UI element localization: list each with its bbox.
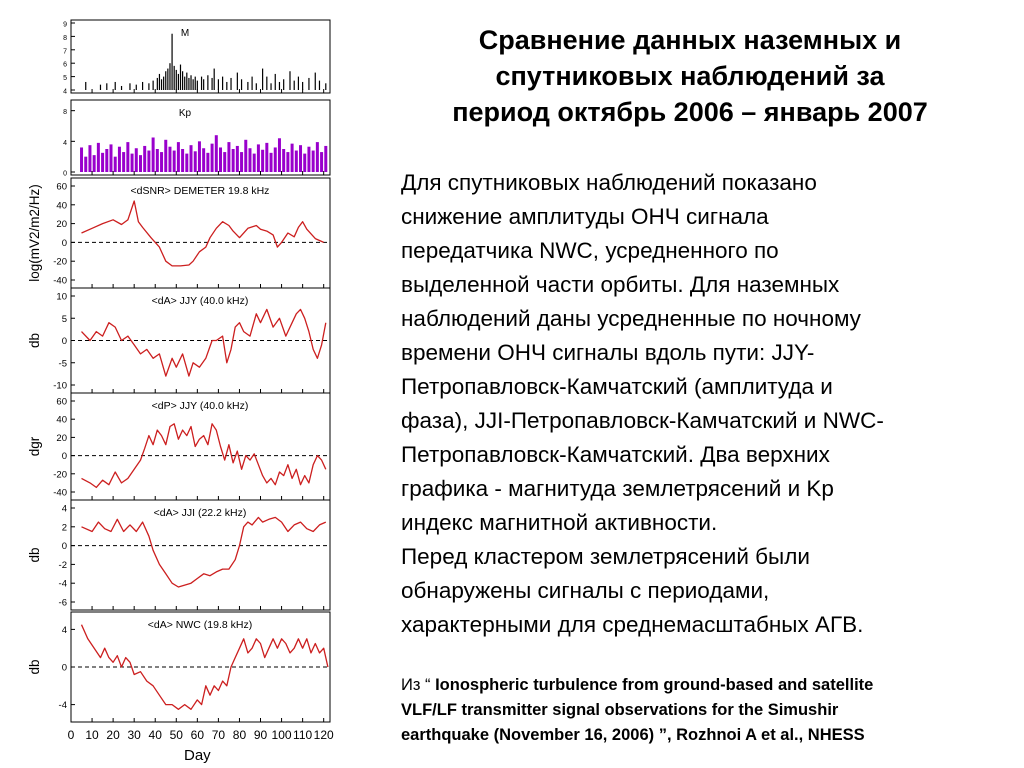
y-tick-label: -20 [53,469,67,480]
x-tick-label: 50 [170,728,184,742]
y-tick-label: 5 [62,314,67,325]
body-line: индекс магнитной активности. [401,510,718,535]
y-tick-label: 60 [56,182,67,193]
y-tick-label: 40 [56,415,67,426]
x-tick-label: 60 [191,728,205,742]
y-tick-label: 40 [56,200,67,211]
y-axis-title: dgr [27,436,42,456]
x-tick-label: 90 [254,728,268,742]
x-tick-label: 70 [212,728,226,742]
body-line: передатчика NWC, усредненного по [401,238,779,263]
y-tick-label: -5 [59,358,67,369]
x-tick-label: 10 [85,728,99,742]
y-tick-label: -20 [53,257,67,268]
x-tick-label: 80 [233,728,247,742]
y-tick-label: 0 [62,336,67,347]
y-tick-label: -40 [53,488,67,499]
slide-body: Для спутниковых наблюдений показано сниж… [401,166,1017,642]
series-line-jjy-phase [81,423,327,489]
y-axis-title: log(mV2/m2/Hz) [27,184,42,282]
x-tick-label: 120 [314,728,334,742]
y-tick-label: 20 [56,219,67,230]
title-line: спутниковых наблюдений за [495,61,885,91]
series-line-jjy-amp [81,308,327,377]
citation-line-3: earthquake (November 16, 2006) ”, Rozhno… [401,726,865,744]
y-tick-label: -4 [59,700,67,711]
panel-label: Kp [179,108,192,119]
panel-label: <dP> JJY (40.0 kHz) [152,400,249,412]
panel-label: <dSNR> DEMETER 19.8 kHz [131,185,270,197]
body-line: выделенной части орбиты. Для наземных [401,272,840,297]
body-line: обнаружены сигналы с периодами, [401,578,770,603]
slide-title: Сравнение данных наземных и спутниковых … [370,22,1010,130]
body-line: Для спутниковых наблюдений показано [401,170,817,195]
panel-frame-jji-amp [70,499,331,611]
y-tick-label: 0 [62,663,67,674]
y-tick-label: 5 [63,75,67,82]
y-axis-title: db [27,547,42,562]
y-tick-label: -40 [53,276,67,287]
citation: Из “ Ionospheric turbulence from ground-… [401,673,1011,748]
y-tick-label: 60 [56,397,67,408]
series-line-dsnr [81,200,324,267]
panel-label: M [181,28,189,39]
y-tick-label: 7 [63,48,67,55]
body-line: фаза), JJI-Петропавловск-Камчатский и NW… [401,408,884,433]
x-tick-label: 20 [106,728,120,742]
y-tick-label: 2 [62,522,67,533]
body-line: снижение амплитуды ОНЧ сигнала [401,204,769,229]
body-line: Петропавловск-Камчатский (амплитуда и [401,374,833,399]
y-tick-label: 4 [63,89,67,96]
body-line: наблюдений даны усредненные по ночному [401,306,861,331]
y-tick-label: -2 [59,560,67,571]
panel-label: <dA> JJI (22.2 kHz) [154,507,247,519]
x-tick-label: 30 [127,728,141,742]
x-tick-label: 0 [68,728,75,742]
body-line: Петропавловск-Камчатский. Два верхних [401,442,830,467]
x-tick-label: 40 [149,728,163,742]
y-tick-label: -4 [59,579,67,590]
x-tick-label: 110 [293,728,312,742]
series-line-jji-amp [81,516,327,588]
y-tick-label: 0 [62,541,67,552]
panel-frame-kp [70,99,331,176]
body-line: характерными для среднемасштабных АГВ. [401,612,864,637]
y-tick-label: 9 [63,22,67,29]
series-line-nwc-amp [80,624,329,710]
y-tick-label: -10 [53,381,67,392]
y-tick-label: 4 [62,625,67,636]
y-tick-label: 4 [63,140,67,147]
panel-label: <dA> JJY (40.0 kHz) [152,295,249,307]
title-line: период октябрь 2006 – январь 2007 [452,97,928,127]
title-line: Сравнение данных наземных и [478,25,902,55]
body-line: Перед кластером землетрясений были [401,544,810,569]
y-tick-label: 0 [62,451,67,462]
citation-prefix: Из “ [401,676,436,694]
y-tick-label: 6 [63,62,67,69]
panel-frame-m [70,19,331,94]
y-tick-label: 8 [63,35,67,42]
y-tick-label: 10 [56,292,67,303]
x-axis-title: Day [184,747,211,764]
body-line: времени ОНЧ сигналы вдоль пути: JJY- [401,340,815,365]
citation-line-2: VLF/LF transmitter signal observations f… [401,701,839,719]
x-tick-label: 100 [272,728,292,742]
y-tick-label: 0 [63,171,67,178]
y-axis-title: db [27,333,42,348]
multi-panel-chart: 4 5 6 7 8 9 M 0 4 8 Kp -40 -20 0 20 40 60 <dSNR> DEMETER … [0,0,340,768]
y-tick-label: 20 [56,433,67,444]
y-tick-label: 0 [62,238,67,249]
citation-text: Ionospheric turbulence from ground-based… [435,676,874,694]
y-tick-label: 4 [62,504,67,515]
panel-label: <dA> NWC (19.8 kHz) [148,619,252,631]
y-axis-title: db [27,659,42,674]
citation-line-1: Из “ Ionospheric turbulence from ground-… [401,673,1011,698]
body-line: графика - магнитуда землетрясений и Kp [401,476,834,501]
y-tick-label: -6 [59,598,67,609]
y-tick-label: 8 [63,109,67,116]
